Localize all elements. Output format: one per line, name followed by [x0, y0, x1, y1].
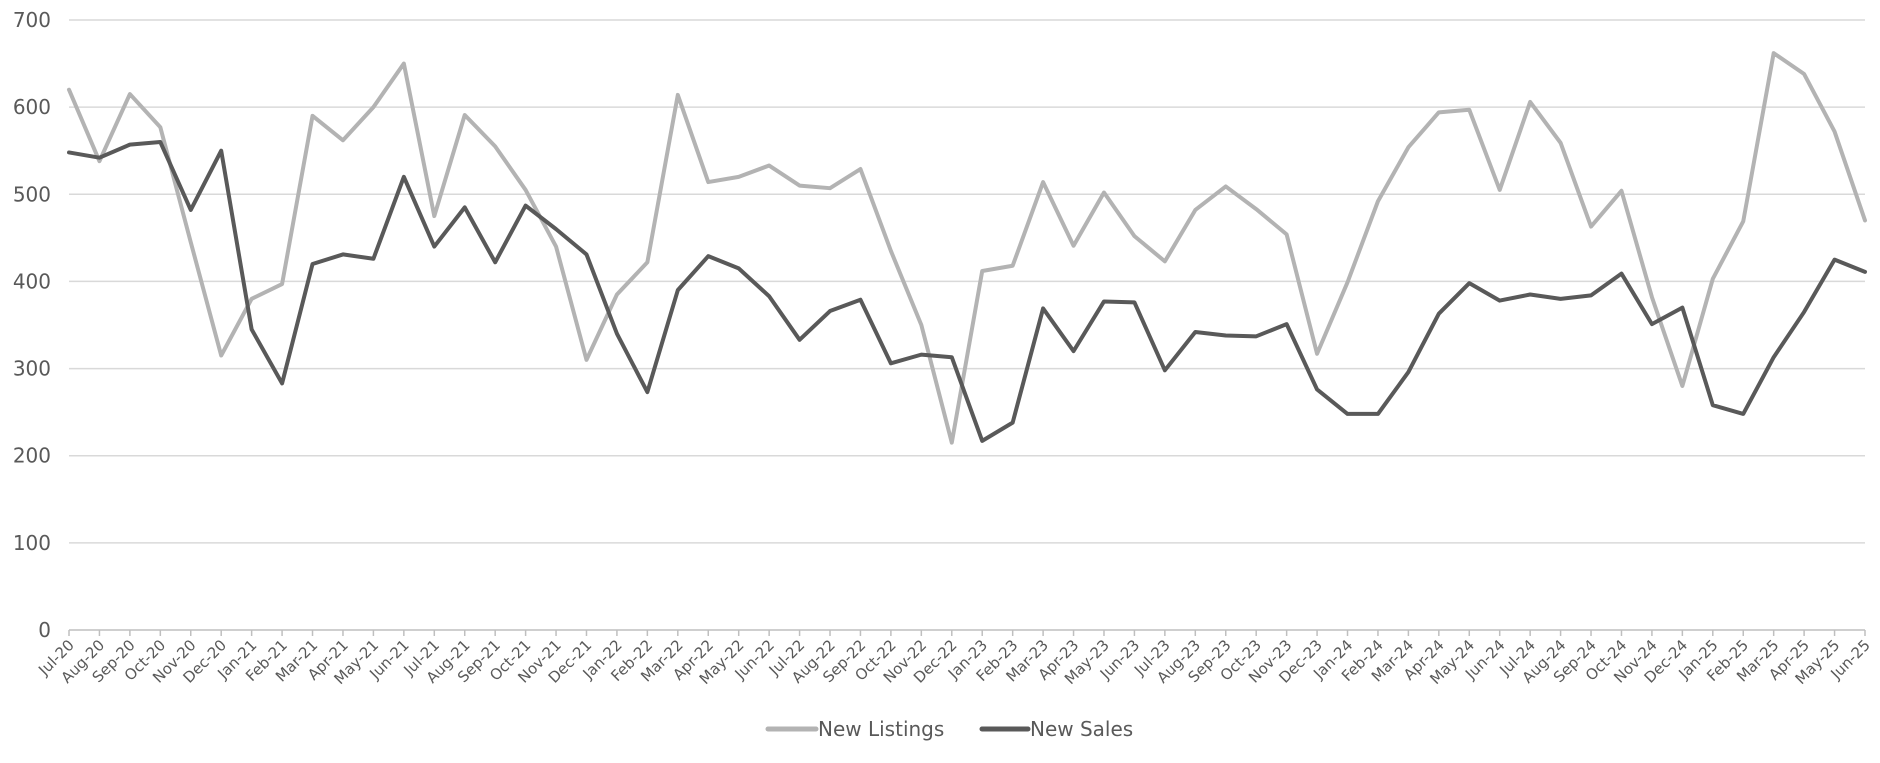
legend: New Listings New Sales	[765, 717, 1133, 741]
y-tick-label: 700	[13, 8, 51, 32]
series-line-new-listings	[67, 51, 1867, 445]
legend-label-new-sales: New Sales	[1030, 717, 1133, 741]
y-tick-label: 0	[38, 618, 51, 642]
y-tick-label: 300	[13, 357, 51, 381]
series-line-new-sales	[67, 140, 1867, 443]
gridlines	[68, 19, 1866, 636]
y-tick-label: 200	[13, 444, 51, 468]
y-tick-label: 100	[13, 531, 51, 555]
y-tick-label: 500	[13, 182, 51, 206]
y-tick-label: 600	[13, 95, 51, 119]
y-tick-label: 400	[13, 269, 51, 293]
series-lines	[67, 51, 1867, 445]
y-axis-tick-labels: 0 100 200 300 400 500 600 700	[13, 8, 51, 642]
legend-label-new-listings: New Listings	[818, 717, 944, 741]
x-axis-tick-labels: Jul-20Aug-20Sep-20Oct-20Nov-20Dec-20Jan-…	[34, 636, 1874, 688]
